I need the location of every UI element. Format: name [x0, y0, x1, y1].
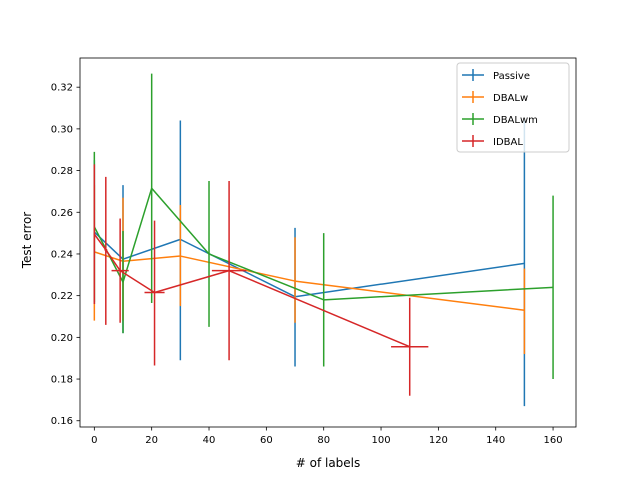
- series-line-idbal: [93, 233, 411, 348]
- legend-entry-dbalw: DBALw: [462, 91, 528, 104]
- legend-entry-passive: Passive: [462, 69, 530, 82]
- y-tick-label: 0.28: [51, 166, 73, 177]
- legend: Passive DBALw DBALwm IDBAL: [456, 62, 570, 153]
- axes-frame: [79, 57, 577, 428]
- series-layer: [93, 73, 554, 407]
- legend-entry-dbalwm: DBALwm: [462, 113, 538, 126]
- legend-label-idbal: IDBAL: [493, 137, 523, 148]
- y-axis-label: Test error: [20, 212, 34, 270]
- legend-box: [456, 62, 570, 153]
- axes-layer: 0 20 40 60 80 100 120 140 160 0.16 0.18 0.20 0.22 0.2…: [51, 57, 577, 446]
- y-tick-label: 0.24: [51, 249, 73, 260]
- x-tick-label: 40: [203, 435, 216, 446]
- legend-label-passive: Passive: [493, 71, 530, 82]
- y-tick-label: 0.18: [51, 375, 73, 386]
- x-tick-label: 100: [371, 435, 390, 446]
- x-tick-label: 0: [91, 435, 97, 446]
- legend-label-dbalwm: DBALwm: [493, 115, 538, 126]
- y-tick-label: 0.16: [51, 416, 73, 427]
- x-tick-label: 140: [486, 435, 505, 446]
- series-line-dbalw: [94, 251, 525, 311]
- x-tick-label: 20: [145, 435, 158, 446]
- x-axis-label: # of labels: [296, 456, 361, 470]
- y-tick-label: 0.30: [51, 124, 73, 135]
- y-tick-label: 0.26: [51, 208, 73, 219]
- x-tick-label: 120: [429, 435, 448, 446]
- x-tick-label: 80: [317, 435, 330, 446]
- series-idbal: [93, 164, 429, 396]
- legend-label-dbalw: DBALw: [493, 93, 528, 104]
- x-tick-label: 160: [544, 435, 563, 446]
- series-line-dbalwm: [93, 187, 554, 301]
- y-tick-label: 0.32: [51, 83, 73, 94]
- x-tick-label: 60: [260, 435, 273, 446]
- y-tick-label: 0.22: [51, 291, 73, 302]
- y-tick-label: 0.20: [51, 333, 73, 344]
- legend-entry-idbal: IDBAL: [462, 135, 523, 148]
